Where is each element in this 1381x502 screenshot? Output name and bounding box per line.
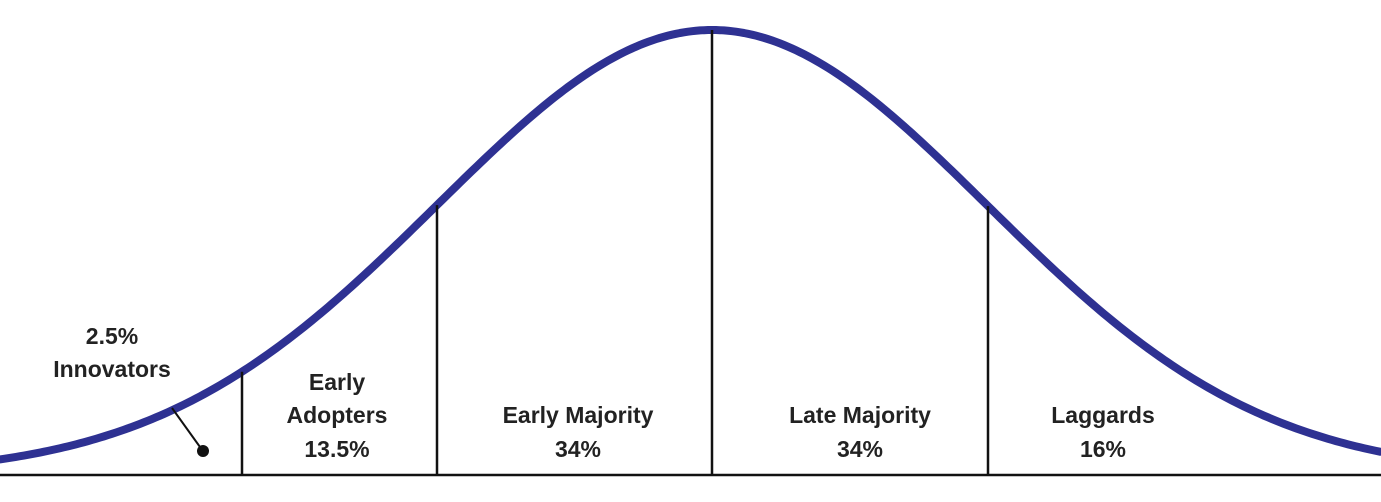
bell-curve (0, 26, 1381, 464)
laggards-percent: 16% (1080, 436, 1126, 462)
laggards-label: Laggards (1051, 402, 1155, 428)
innovators-label: Innovators (53, 356, 171, 382)
early-majority-label: Early Majority (503, 402, 654, 428)
late-majority-percent: 34% (837, 436, 883, 462)
early-adopters-percent: 13.5% (304, 436, 369, 462)
early-adopters-label-line2: Adopters (287, 402, 388, 428)
innovators-percent: 2.5% (86, 323, 138, 349)
early-adopters-label-line1: Early (309, 369, 365, 395)
innovators-pointer-line (171, 407, 201, 448)
innovators-pointer-dot (197, 445, 209, 457)
early-majority-percent: 34% (555, 436, 601, 462)
late-majority-label: Late Majority (789, 402, 931, 428)
